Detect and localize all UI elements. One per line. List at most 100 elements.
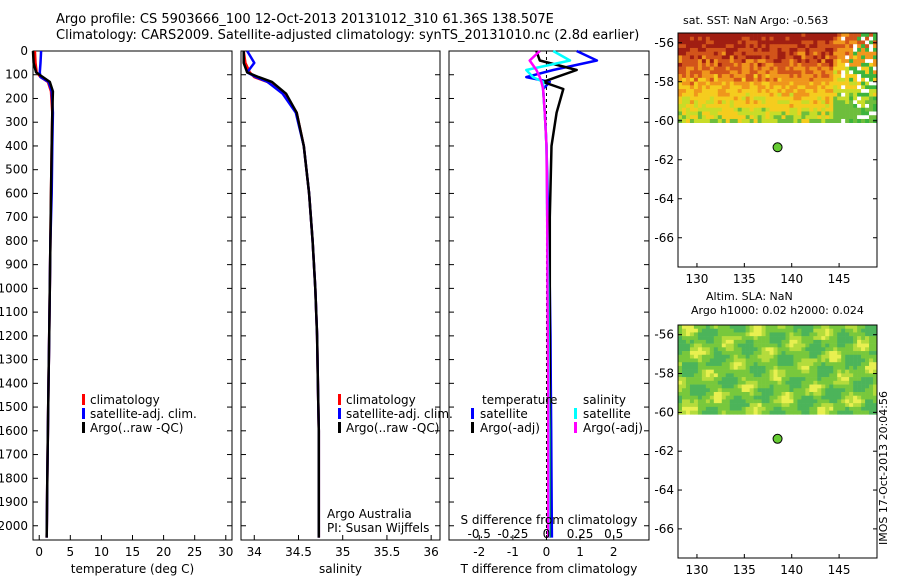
sst-map-cell: [693, 77, 699, 82]
sla-map-cell: [777, 410, 782, 415]
sst-map-cell: [693, 36, 699, 41]
sla-map-cell: [821, 373, 826, 378]
sst-map-cell: [857, 81, 862, 86]
sst-map-cell: [765, 118, 770, 123]
sst-map-cell: [781, 77, 786, 82]
sst-map-cell: [845, 36, 850, 41]
sla-map-cell: [789, 362, 794, 367]
sla-map-cell: [865, 380, 870, 385]
sst-map-cell: [853, 62, 858, 67]
salinity-legend-label: satellite-adj. clim.: [346, 407, 453, 421]
sst-map-cell: [873, 36, 878, 41]
sst-map-cell: [865, 36, 870, 41]
sst-map-cell: [697, 47, 703, 52]
sst-map-cell: [825, 36, 830, 41]
sst-map-cell: [825, 70, 830, 75]
sst-map-cell: [765, 51, 770, 56]
sla-map-cell: [761, 395, 766, 400]
sst-map-cell: [845, 118, 850, 123]
sla-map-cell: [869, 410, 874, 415]
sla-map-cell: [721, 328, 727, 333]
sla-map-cell: [801, 328, 806, 333]
sst-map-cell: [765, 33, 770, 38]
sla-map-cell: [721, 351, 727, 356]
sla-map-cell: [789, 406, 794, 411]
sla-map-cell: [793, 410, 798, 415]
sla-map-cell: [765, 336, 770, 341]
sst-map-cell: [805, 118, 810, 123]
sla-map-cell: [809, 358, 814, 363]
sst-map-cell: [745, 36, 750, 41]
sla-map-cell: [805, 328, 810, 333]
sla-map-cell: [757, 373, 762, 378]
sst-map-cell: [678, 59, 683, 64]
sst-map-cell: [845, 44, 850, 49]
sst-map-cell: [701, 44, 707, 49]
sst-map-cell: [765, 36, 770, 41]
sst-map-cell: [857, 104, 862, 109]
sla-map-cell: [769, 343, 774, 348]
sst-map-cell: [693, 92, 699, 97]
sla-map-cell: [857, 362, 862, 367]
sst-map-cell: [717, 55, 723, 60]
sla-map-cell: [678, 325, 683, 330]
sst-map-cell: [829, 118, 834, 123]
sst-map-cell: [741, 51, 746, 56]
sla-map-cell: [717, 336, 723, 341]
sla-map-cell: [761, 384, 766, 389]
sla-map-cell: [805, 403, 810, 408]
sla-map-cell: [829, 339, 834, 344]
sst-map-cell: [817, 62, 822, 67]
sla-map-cell: [797, 328, 802, 333]
sst-map-cell: [745, 100, 750, 105]
sst-map-cell: [785, 85, 790, 90]
sst-map-cell: [817, 85, 822, 90]
sla-map-cell: [761, 403, 766, 408]
sst-map-cell: [681, 51, 687, 56]
sla-map-cell: [781, 351, 786, 356]
sla-map-cell: [777, 339, 782, 344]
sla-map-cell: [685, 362, 691, 367]
sst-map-cell: [741, 118, 746, 123]
sla-map-cell: [817, 377, 822, 382]
sst-map-cell: [849, 47, 854, 52]
sla-map-cell: [701, 365, 707, 370]
sst-map-cell: [805, 107, 810, 112]
sst-map-cell: [777, 104, 782, 109]
sla-map-cell: [813, 328, 818, 333]
sla-map-cell: [853, 399, 858, 404]
sla-map-cell: [853, 347, 858, 352]
sla-map-cell: [789, 325, 794, 330]
sst-map-cell: [765, 47, 770, 52]
sla-map-cell: [845, 362, 850, 367]
sla-map-cell: [709, 332, 715, 337]
sst-map-cell: [873, 77, 878, 82]
sst-map-cell: [733, 66, 738, 71]
sla-map-cell: [789, 377, 794, 382]
sla-map-cell: [709, 365, 715, 370]
sla-map-cell: [709, 336, 715, 341]
diff-legend-s-swatch: [574, 408, 577, 419]
sst-map-cell: [749, 115, 754, 120]
sla-map-cell: [853, 380, 858, 385]
sla-map-cell: [753, 354, 758, 359]
sla-map-cell: [857, 391, 862, 397]
sla-map-cell: [701, 377, 707, 382]
sst-map-cell: [781, 81, 786, 86]
sla-map-cell: [837, 388, 842, 393]
sla-map-cell: [685, 406, 691, 411]
sst-map-cell: [809, 100, 814, 105]
sla-map-cell: [757, 395, 762, 400]
sst-map-cell: [821, 89, 826, 94]
sla-map-cell: [757, 410, 762, 415]
sst-map-cell: [709, 111, 715, 116]
sst-map-cell: [833, 92, 838, 97]
sla-map-cell: [837, 373, 842, 378]
sla-map-cell: [861, 343, 866, 348]
sla-map-cell: [785, 325, 790, 330]
sst-map-cell: [841, 70, 846, 75]
sst-map-cell: [797, 81, 802, 86]
sst-map-cell: [749, 33, 754, 38]
sla-map-cell: [741, 358, 746, 363]
sst-map-cell: [761, 104, 766, 109]
